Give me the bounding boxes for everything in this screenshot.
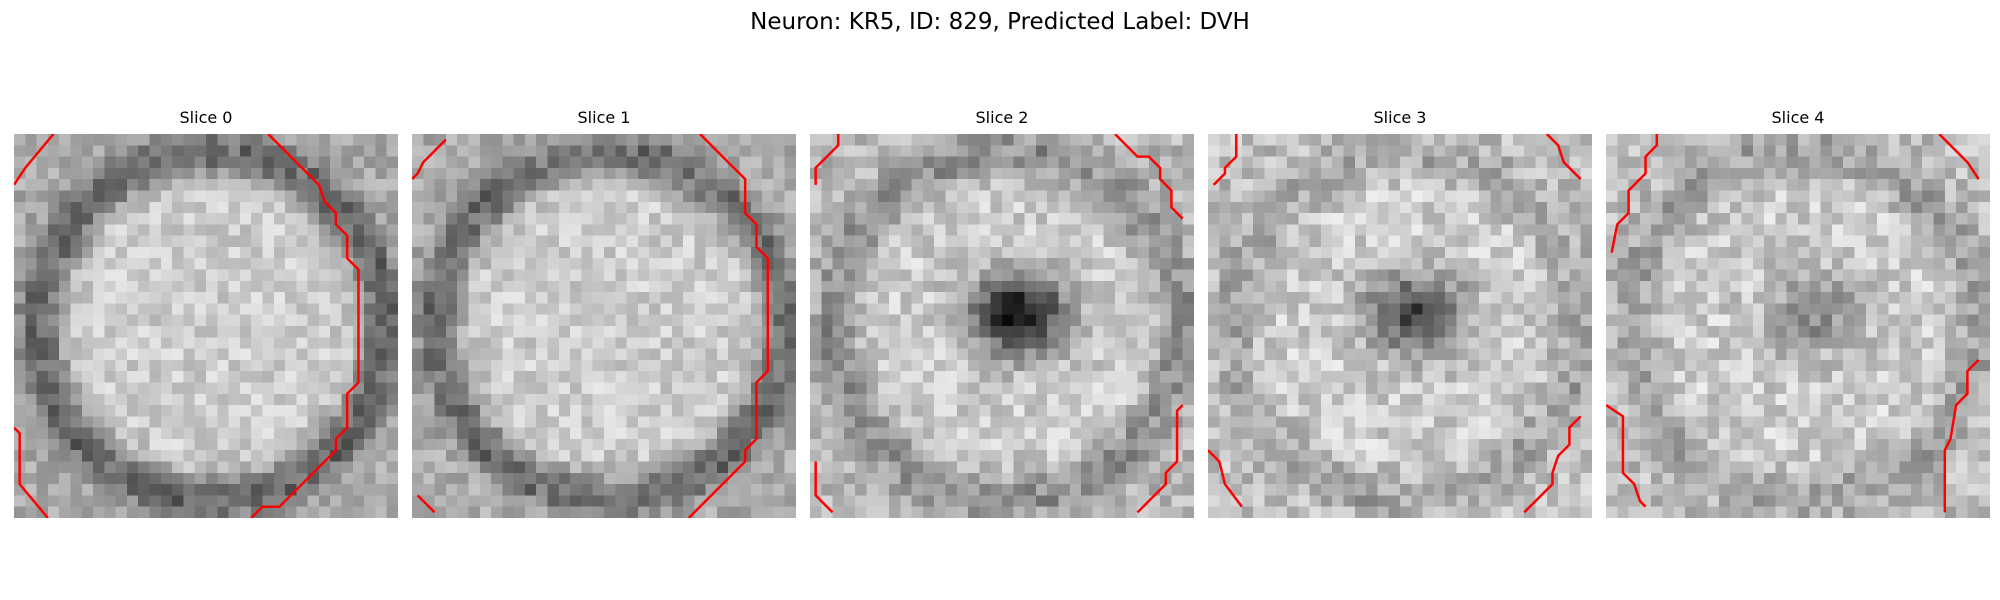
- contour-line-1: [1545, 134, 1582, 181]
- contour-line-2: [14, 426, 49, 518]
- pixel-grid: [1606, 134, 1990, 518]
- panel-title-slice-1: Slice 1: [577, 108, 631, 127]
- contour-line-0: [412, 138, 447, 181]
- contour-line-0: [14, 134, 55, 186]
- contour-line-0: [1212, 134, 1238, 186]
- contour-line-2: [1606, 404, 1647, 508]
- contour-line-0: [814, 134, 840, 185]
- slice-3-image: [1208, 134, 1592, 518]
- slice-2-image: [810, 134, 1194, 518]
- panel-slice-4: Slice 4: [1606, 108, 1990, 518]
- pixel-grid: [1208, 134, 1592, 518]
- pixel-grid: [810, 134, 1194, 518]
- contour-line-3: [1943, 359, 1980, 513]
- contour-line-3: [814, 461, 834, 514]
- contour-line-0: [1610, 134, 1659, 253]
- slice-4-image: [1606, 134, 1990, 518]
- slice-1-image: [412, 134, 796, 518]
- contour-line-2: [1208, 449, 1243, 508]
- panel-title-slice-0: Slice 0: [179, 108, 233, 127]
- panel-title-slice-4: Slice 4: [1771, 108, 1825, 127]
- panel-slice-0: Slice 0: [14, 108, 398, 518]
- pixel-grid: [412, 134, 796, 518]
- contour-line-1: [250, 134, 360, 518]
- contour-line-1: [1114, 134, 1184, 220]
- panel-slice-3: Slice 3: [1208, 108, 1592, 518]
- panel-slice-2: Slice 2: [810, 108, 1194, 518]
- pixel-grid: [14, 134, 398, 518]
- figure-title: Neuron: KR5, ID: 829, Predicted Label: D…: [750, 9, 1250, 35]
- contour-line-2: [1136, 404, 1184, 514]
- panel-title-slice-2: Slice 2: [975, 108, 1029, 127]
- contour-line-1: [1938, 134, 1980, 180]
- contour-line-3: [1523, 415, 1582, 514]
- contour-line-1: [687, 134, 770, 518]
- contour-line-2: [416, 494, 436, 514]
- panel-slice-1: Slice 1: [412, 108, 796, 518]
- slice-0-image: [14, 134, 398, 518]
- panel-title-slice-3: Slice 3: [1373, 108, 1427, 127]
